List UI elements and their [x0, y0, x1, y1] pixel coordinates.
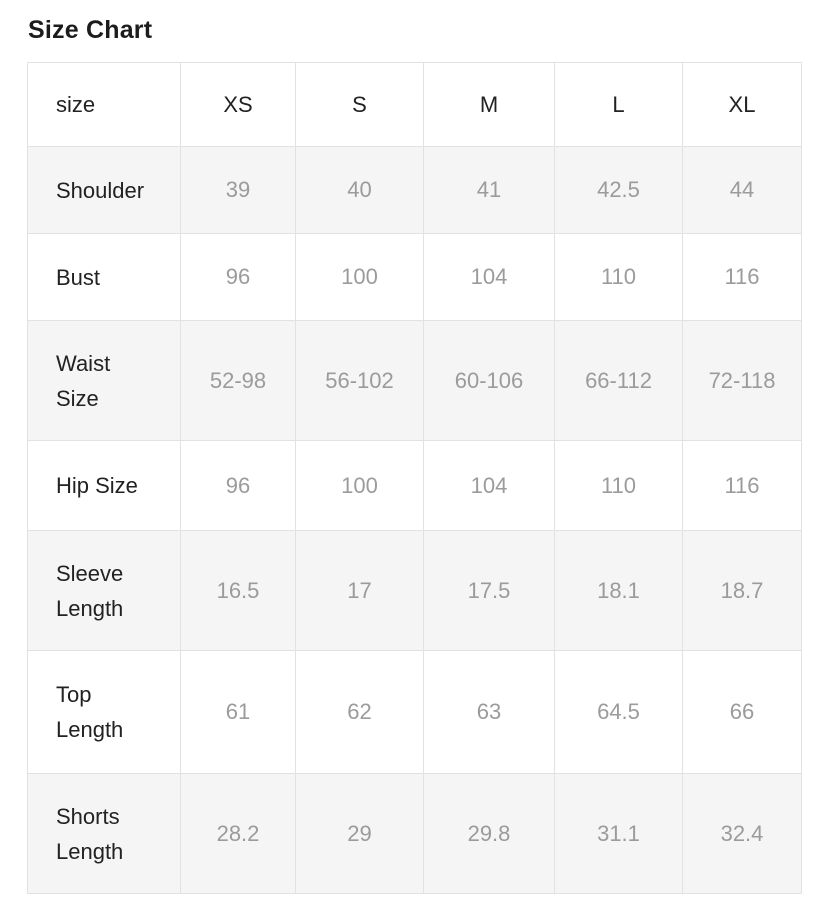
- cell-value: 42.5: [554, 146, 683, 234]
- cell-value: 16.5: [180, 530, 296, 651]
- cell-value: 32.4: [682, 773, 802, 894]
- cell-value: 116: [682, 233, 802, 321]
- cell-value: 31.1: [554, 773, 683, 894]
- cell-value: 40: [295, 146, 424, 234]
- column-header-xs: XS: [180, 62, 296, 147]
- cell-value: 96: [180, 233, 296, 321]
- column-header-size: size: [27, 62, 181, 147]
- cell-value: 62: [295, 650, 424, 774]
- table-row-top-length: Top Length 61 62 63 64.5 66: [27, 650, 802, 774]
- cell-value: 64.5: [554, 650, 683, 774]
- cell-value: 104: [423, 440, 555, 531]
- column-header-l: L: [554, 62, 683, 147]
- column-header-m: M: [423, 62, 555, 147]
- cell-value: 116: [682, 440, 802, 531]
- cell-value: 56-102: [295, 320, 424, 441]
- cell-value: 29.8: [423, 773, 555, 894]
- size-chart-table: size XS S M L XL Shoulder 39 40 41 42.5 …: [27, 62, 802, 894]
- cell-value: 17: [295, 530, 424, 651]
- cell-value: 17.5: [423, 530, 555, 651]
- row-label: Top Length: [27, 650, 181, 774]
- row-label: Sleeve Length: [27, 530, 181, 651]
- cell-value: 18.1: [554, 530, 683, 651]
- row-label: Waist Size: [27, 320, 181, 441]
- column-header-s: S: [295, 62, 424, 147]
- cell-value: 72-118: [682, 320, 802, 441]
- page-title: Size Chart: [28, 16, 153, 44]
- cell-value: 66-112: [554, 320, 683, 441]
- table-row-sleeve-length: Sleeve Length 16.5 17 17.5 18.1 18.7: [27, 530, 802, 651]
- cell-value: 100: [295, 233, 424, 321]
- cell-value: 41: [423, 146, 555, 234]
- cell-value: 100: [295, 440, 424, 531]
- cell-value: 66: [682, 650, 802, 774]
- table-row-bust: Bust 96 100 104 110 116: [27, 233, 802, 321]
- table-row-shoulder: Shoulder 39 40 41 42.5 44: [27, 146, 802, 234]
- cell-value: 52-98: [180, 320, 296, 441]
- row-label: Bust: [27, 233, 181, 321]
- row-label: Shorts Length: [27, 773, 181, 894]
- row-label: Hip Size: [27, 440, 181, 531]
- cell-value: 110: [554, 233, 683, 321]
- table-row-hip-size: Hip Size 96 100 104 110 116: [27, 440, 802, 531]
- cell-value: 63: [423, 650, 555, 774]
- cell-value: 29: [295, 773, 424, 894]
- table-row-waist-size: Waist Size 52-98 56-102 60-106 66-112 72…: [27, 320, 802, 441]
- row-label: Shoulder: [27, 146, 181, 234]
- cell-value: 39: [180, 146, 296, 234]
- column-header-xl: XL: [682, 62, 802, 147]
- cell-value: 60-106: [423, 320, 555, 441]
- cell-value: 44: [682, 146, 802, 234]
- cell-value: 28.2: [180, 773, 296, 894]
- cell-value: 110: [554, 440, 683, 531]
- cell-value: 18.7: [682, 530, 802, 651]
- header-row: size XS S M L XL: [27, 62, 802, 147]
- table-row-shorts-length: Shorts Length 28.2 29 29.8 31.1 32.4: [27, 773, 802, 894]
- cell-value: 96: [180, 440, 296, 531]
- cell-value: 61: [180, 650, 296, 774]
- cell-value: 104: [423, 233, 555, 321]
